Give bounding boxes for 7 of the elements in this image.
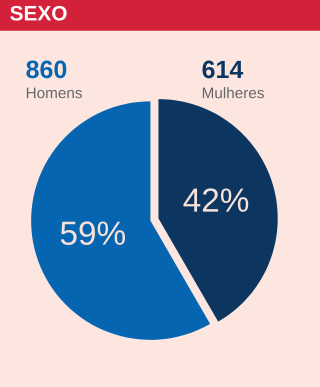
data-label: 860: [26, 60, 66, 78]
text: 42%: [183, 188, 248, 212]
slice-label: Homens: [26, 88, 82, 98]
data-label: 614: [202, 60, 244, 78]
text: 59%: [60, 221, 125, 245]
chart-title: SEXO: [10, 6, 67, 21]
slice-label: Mulheres: [202, 87, 264, 98]
